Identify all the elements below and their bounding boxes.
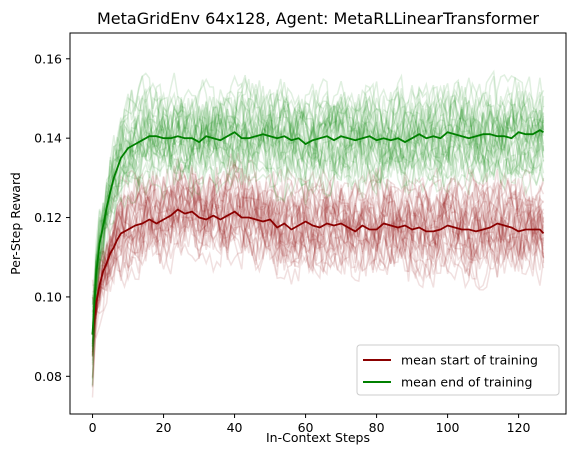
x-tick-label: 60 <box>298 420 314 435</box>
end-run-line <box>91 104 545 313</box>
start-run-line <box>91 199 545 335</box>
x-tick-label: 100 <box>436 420 460 435</box>
end-run-line <box>91 78 545 303</box>
legend: mean start of training mean end of train… <box>356 344 560 396</box>
start-run-line <box>91 213 545 355</box>
start-run-line <box>91 169 544 378</box>
start-run-line <box>91 176 545 342</box>
x-tick-label: 120 <box>507 420 531 435</box>
start-run-line <box>91 195 545 356</box>
start-run-line <box>91 214 545 312</box>
end-run-line <box>91 96 545 350</box>
end-run-line <box>91 90 545 313</box>
start-run-line <box>91 169 545 353</box>
end-run-line <box>91 73 545 324</box>
start-run-line <box>91 204 545 378</box>
end-run-line <box>91 93 545 316</box>
end-run-line <box>91 115 545 306</box>
end-run-line <box>91 103 545 351</box>
plot-area-frame <box>69 32 567 415</box>
start-run-line <box>91 174 545 344</box>
start-run-line <box>91 163 545 315</box>
end-run-line <box>91 114 545 345</box>
end-run-line <box>91 72 544 343</box>
mean-start-of-training-line <box>91 208 545 335</box>
end-run-line <box>91 130 545 347</box>
start-run-line <box>91 172 545 336</box>
end-run-line <box>91 119 545 347</box>
y-tick-label: 0.10 <box>34 289 62 304</box>
y-tick-label: 0.14 <box>34 131 62 146</box>
start-run-line <box>92 157 545 293</box>
end-run-line <box>91 129 545 306</box>
start-run-line <box>91 192 545 353</box>
start-run-line <box>91 159 545 316</box>
end-run-line <box>91 113 545 357</box>
end-run-line <box>91 91 545 336</box>
x-axis-label: In-Context Steps <box>266 430 370 445</box>
x-tick-label: 20 <box>156 420 172 435</box>
start-run-line <box>91 161 545 358</box>
legend-label-start: mean start of training <box>401 353 538 368</box>
x-tick-label: 80 <box>369 420 385 435</box>
y-tick-label: 0.12 <box>34 210 62 225</box>
start-run-line <box>91 182 545 347</box>
start-run-line <box>91 189 545 339</box>
y-tick-label: 0.16 <box>34 51 62 66</box>
legend-label-end: mean end of training <box>401 375 532 390</box>
start-run-line <box>91 180 545 361</box>
end-run-line <box>91 88 545 308</box>
end-run-line <box>91 90 545 386</box>
start-run-line <box>91 152 545 387</box>
start-run-line <box>91 170 545 398</box>
legend-box <box>356 344 560 396</box>
end-run-line <box>91 111 545 345</box>
start-run-line <box>91 193 545 357</box>
end-run-line <box>92 91 545 287</box>
start-run-line <box>91 189 545 348</box>
y-tick-label: 0.08 <box>34 369 62 384</box>
end-run-line <box>91 74 545 331</box>
mean-end-of-training-line <box>91 129 544 335</box>
start-run-line <box>91 181 544 388</box>
y-axis-ticks: 0.08 0.10 0.12 0.14 0.16 <box>34 51 70 384</box>
end-run-line <box>91 83 545 380</box>
end-run-line <box>91 101 545 364</box>
start-run-line <box>91 172 545 320</box>
start-run-line <box>91 203 545 356</box>
end-run-line <box>91 69 545 341</box>
end-run-line <box>91 109 545 305</box>
start-run-line <box>91 203 545 316</box>
y-axis-label: Per-Step Reward <box>8 172 23 275</box>
start-run-line <box>91 160 545 316</box>
end-run-line <box>91 72 545 317</box>
chart-title: MetaGridEnv 64x128, Agent: MetaRLLinearT… <box>97 9 539 28</box>
mean-lines-layer <box>91 129 545 335</box>
end-run-line <box>91 108 545 353</box>
x-tick-label: 40 <box>227 420 243 435</box>
individual-runs-layer <box>91 69 545 398</box>
x-tick-label: 0 <box>89 420 97 435</box>
end-run-line <box>91 129 545 327</box>
start-run-line <box>91 165 545 366</box>
x-axis-ticks: 0 20 40 60 80 100 120 <box>89 414 531 435</box>
start-run-line <box>91 191 545 331</box>
